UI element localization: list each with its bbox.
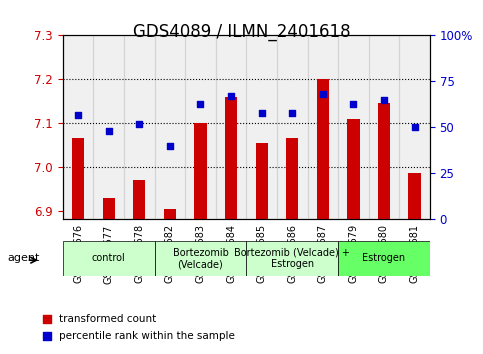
Text: control: control bbox=[92, 253, 126, 263]
Text: percentile rank within the sample: percentile rank within the sample bbox=[59, 331, 235, 341]
Bar bbox=[124, 35, 155, 219]
Bar bbox=[155, 35, 185, 219]
Bar bbox=[409, 173, 421, 219]
Bar bbox=[286, 138, 298, 219]
Bar bbox=[194, 123, 207, 219]
FancyBboxPatch shape bbox=[246, 241, 338, 276]
Bar bbox=[256, 143, 268, 219]
Text: transformed count: transformed count bbox=[59, 314, 156, 324]
Point bbox=[135, 121, 143, 127]
Point bbox=[288, 110, 296, 115]
FancyBboxPatch shape bbox=[155, 241, 246, 276]
Bar bbox=[93, 35, 124, 219]
Point bbox=[315, 258, 323, 264]
Point bbox=[105, 128, 113, 134]
Bar bbox=[225, 97, 237, 219]
Point bbox=[315, 98, 323, 103]
Bar bbox=[317, 79, 329, 219]
Text: GDS4089 / ILMN_2401618: GDS4089 / ILMN_2401618 bbox=[133, 23, 350, 41]
Text: agent: agent bbox=[7, 253, 40, 263]
Bar bbox=[378, 103, 390, 219]
Point bbox=[380, 97, 388, 103]
Point bbox=[319, 91, 327, 97]
Bar bbox=[399, 35, 430, 219]
Bar bbox=[277, 35, 308, 219]
Text: Bortezomib
(Velcade): Bortezomib (Velcade) bbox=[172, 247, 228, 269]
Bar bbox=[246, 35, 277, 219]
Text: Bortezomib (Velcade) +
Estrogen: Bortezomib (Velcade) + Estrogen bbox=[234, 247, 350, 269]
Bar bbox=[216, 35, 246, 219]
Point bbox=[74, 112, 82, 118]
Point bbox=[258, 110, 266, 115]
Bar bbox=[72, 138, 84, 219]
Point bbox=[227, 93, 235, 99]
Bar bbox=[133, 180, 145, 219]
Point bbox=[166, 143, 174, 149]
Point bbox=[411, 125, 418, 130]
Bar bbox=[102, 198, 115, 219]
Bar bbox=[338, 35, 369, 219]
Bar bbox=[164, 209, 176, 219]
Point bbox=[350, 101, 357, 106]
Bar bbox=[347, 119, 359, 219]
Text: Estrogen: Estrogen bbox=[362, 253, 406, 263]
Point bbox=[197, 101, 204, 106]
FancyBboxPatch shape bbox=[338, 241, 430, 276]
Bar bbox=[369, 35, 399, 219]
Bar bbox=[308, 35, 338, 219]
FancyBboxPatch shape bbox=[63, 241, 155, 276]
Bar bbox=[63, 35, 93, 219]
Bar bbox=[185, 35, 216, 219]
